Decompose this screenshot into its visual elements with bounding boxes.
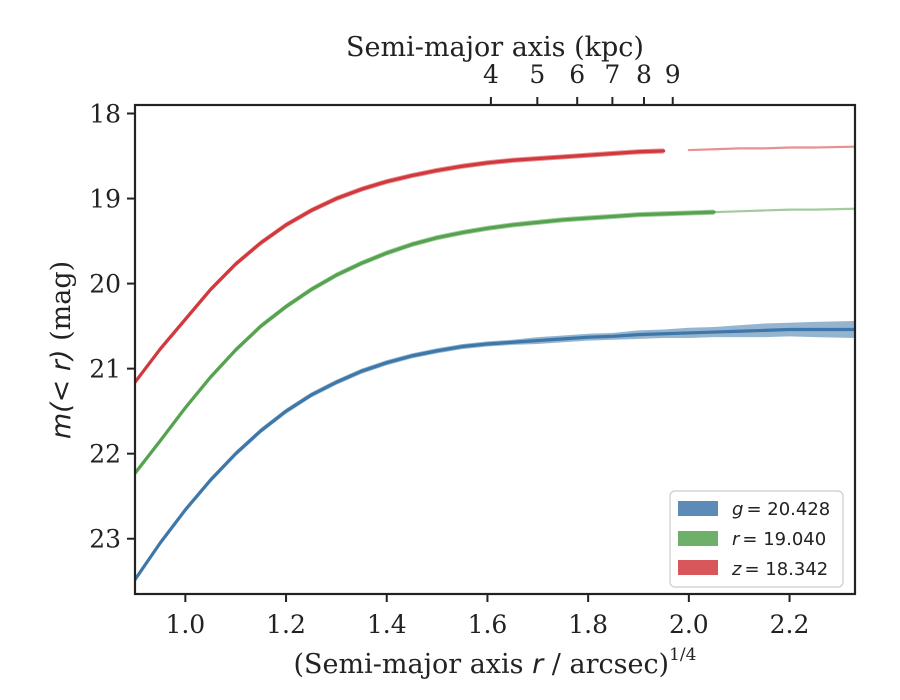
series-extrapolation-z xyxy=(687,145,855,152)
series-line-z xyxy=(135,149,666,384)
top-x-axis-title: Semi-major axis (kpc) xyxy=(346,32,644,63)
top-x-tick-label: 5 xyxy=(529,60,545,89)
x-tick-label: 1.4 xyxy=(367,610,407,639)
x-axis-title-suffix: / arcsec) xyxy=(543,649,669,680)
bottom-axis-ticks: 1.0 1.2 1.4 1.6 1.8 2.0 2.2 xyxy=(165,594,809,639)
legend-swatch-r xyxy=(678,531,718,546)
y-tick-label: 23 xyxy=(89,525,121,554)
legend: g = 20.428 r = 19.040 z = 18.342 xyxy=(669,490,844,588)
legend-r-value: = 19.040 xyxy=(742,529,826,550)
x-axis-title-variable: r xyxy=(532,649,545,680)
x-tick-label: 1.2 xyxy=(266,610,306,639)
plot-series-layer xyxy=(135,145,855,583)
series-extrapolation-r xyxy=(712,207,855,214)
x-tick-label: 2.2 xyxy=(770,610,810,639)
y-axis-title-suffix: (mag) xyxy=(46,261,77,350)
series-line-r xyxy=(135,210,716,475)
plot-frame xyxy=(133,103,857,596)
bottom-x-axis-title: (Semi-major axis r / arcsec)1/4 xyxy=(294,645,697,680)
top-x-tick-label: 4 xyxy=(483,60,499,89)
y-tick-label: 20 xyxy=(89,270,121,299)
y-axis-title-variable: m(< r) xyxy=(46,349,77,439)
left-axis-ticks: 18 19 20 21 22 23 xyxy=(89,100,135,554)
legend-r-variable: r xyxy=(732,529,741,550)
top-x-tick-label: 6 xyxy=(569,60,585,89)
y-tick-label: 22 xyxy=(89,440,121,469)
x-tick-label: 1.8 xyxy=(568,610,608,639)
legend-swatch-z xyxy=(678,560,718,575)
legend-z-value: = 18.342 xyxy=(744,559,828,580)
series-line-g xyxy=(135,327,855,582)
y-axis-title: m(< r) (mag) xyxy=(46,261,77,439)
x-axis-title-prefix: (Semi-major axis xyxy=(294,649,533,680)
legend-g-variable: g xyxy=(732,499,743,520)
y-tick-label: 19 xyxy=(89,185,121,214)
legend-label-g: g = 20.428 xyxy=(732,499,830,520)
legend-g-value: = 20.428 xyxy=(746,499,830,520)
legend-label-r: r = 19.040 xyxy=(732,529,826,550)
y-tick-label: 18 xyxy=(89,100,121,129)
top-x-tick-label: 7 xyxy=(604,60,620,89)
legend-z-variable: z xyxy=(731,559,742,580)
legend-swatch-g xyxy=(678,501,718,516)
y-tick-label: 21 xyxy=(89,355,121,384)
x-tick-label: 2.0 xyxy=(669,610,709,639)
top-x-tick-label: 8 xyxy=(636,60,652,89)
x-tick-label: 1.0 xyxy=(165,610,205,639)
x-axis-title-power: 1/4 xyxy=(669,645,696,665)
top-x-tick-label: 9 xyxy=(665,60,681,89)
x-tick-label: 1.6 xyxy=(468,610,508,639)
legend-label-z: z = 18.342 xyxy=(731,559,828,580)
